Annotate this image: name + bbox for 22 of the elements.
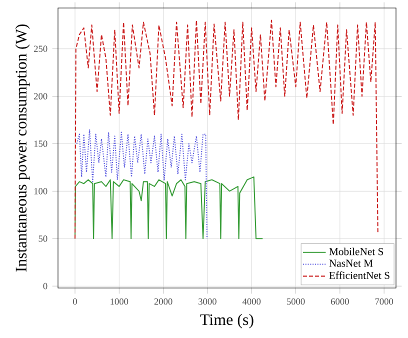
line-series — [74, 176, 264, 240]
y-tick-label: 50 — [38, 235, 48, 242]
legend-label: MobileNet S — [329, 248, 384, 256]
line-series — [74, 20, 378, 240]
legend-label: NasNet M — [329, 260, 373, 267]
y-tick-label: 0 — [43, 282, 48, 290]
x-tick-label: 3000 — [198, 298, 216, 305]
x-tick-label: 2000 — [154, 298, 172, 305]
x-tick-label: 6000 — [330, 298, 349, 305]
line-series — [76, 128, 208, 240]
y-tick-label: 250 — [34, 46, 48, 52]
x-tick-label: 5000 — [286, 298, 305, 305]
y-tick-label: 150 — [34, 140, 48, 147]
x-tick-label: 4000 — [242, 298, 261, 305]
y-tick-label: 100 — [34, 188, 48, 194]
x-tick-label: 7000 — [375, 298, 394, 305]
x-axis-title: Time (s) — [200, 314, 254, 328]
y-axis-title: Instantaneous power consumption (W) — [15, 24, 30, 272]
x-tick-label: 1000 — [110, 298, 128, 305]
y-tick-label: 200 — [34, 93, 48, 100]
x-tick-label: 0 — [73, 298, 77, 305]
legend-label: EfficientNet S — [329, 271, 390, 280]
